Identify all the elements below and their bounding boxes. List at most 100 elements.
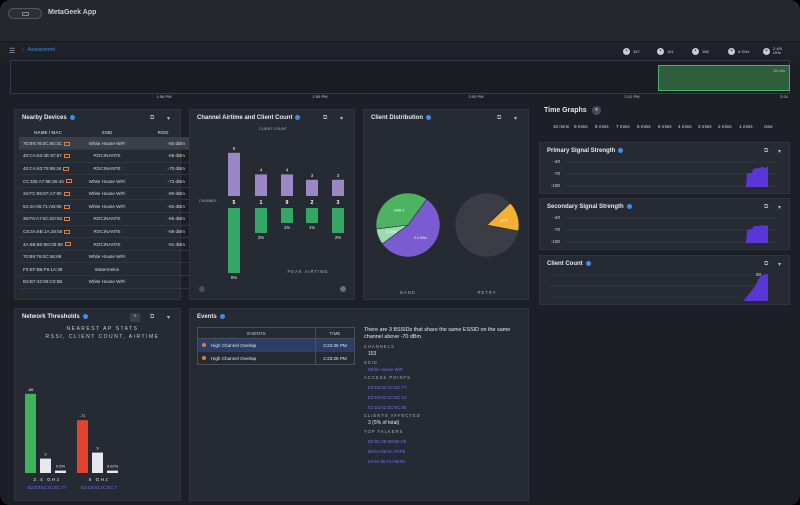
timeline-tick: 2:24: [780, 94, 788, 99]
threshold-bar: [92, 452, 103, 473]
chevron-down-icon[interactable]: ▾: [778, 205, 782, 211]
ap-link[interactable]: E2:D3:62:2C:EC:7: [81, 485, 118, 490]
device-ssid: White House WiFi: [77, 199, 137, 214]
copy-icon[interactable]: ⧉: [764, 261, 769, 267]
band-label: 2.4 GHz: [33, 477, 60, 482]
device-row[interactable]: F0:EF:B6:F9:1A:39 Watermelon: [19, 262, 189, 277]
client-area: [743, 274, 768, 301]
copy-icon[interactable]: ⧉: [150, 314, 155, 320]
stat-wifi-2[interactable]: • 161: [657, 46, 674, 56]
client-count-label: 3: [311, 173, 314, 178]
info-icon[interactable]: [618, 148, 624, 153]
ap-link[interactable]: E2:D3:62:2C:EC:05: [368, 405, 407, 410]
event-row[interactable]: High Channel Overlap 2:23:36 PM: [197, 338, 355, 352]
next-page-icon[interactable]: [340, 286, 346, 292]
airtime-label: 2%: [335, 235, 341, 240]
device-row[interactable]: 54:3A:06:71:AB:06 White House WiFi -82 dBm: [19, 199, 189, 214]
chevron-down-icon[interactable]: ▾: [514, 116, 518, 122]
chevron-down-icon[interactable]: ▾: [592, 106, 601, 115]
range-option[interactable]: 7 mins: [616, 124, 630, 129]
ap-link[interactable]: E2:D3:62:2C:EC:13: [368, 395, 407, 400]
copy-icon[interactable]: ⧉: [150, 115, 155, 121]
pie-slice: [381, 198, 441, 258]
device-mac: 4A:6B:6E:98:CB:88: [23, 241, 63, 247]
info-icon[interactable]: [426, 115, 431, 120]
sidebar-toggle-icon[interactable]: [8, 8, 42, 19]
info-icon[interactable]: [626, 204, 632, 209]
airtime-label: 2%: [258, 235, 264, 240]
device-row[interactable]: 34:FC:99:87:A7:90 White House WiFi -80 dBm: [19, 187, 189, 201]
range-option[interactable]: 1 mins: [739, 124, 753, 129]
event-message: There are 3 BSSIDs that share the same E…: [364, 327, 511, 340]
device-row[interactable]: 36:F6:A7:5C:E0:93 ROCINANTE -86 dBm: [19, 212, 189, 226]
column-header[interactable]: RSSI: [137, 128, 189, 138]
channel-label: 1: [260, 200, 263, 206]
range-option[interactable]: 6 mins: [637, 124, 651, 129]
breadcrumb[interactable]: ‹ Assessment: [22, 47, 55, 53]
range-option[interactable]: 10 mins: [553, 124, 570, 129]
chevron-down-icon[interactable]: ▾: [778, 149, 782, 155]
copy-icon[interactable]: ⧉: [764, 148, 769, 154]
device-row[interactable]: C8:3A:6B:1A:28:58 ROCINANTE -89 dBm: [19, 225, 189, 239]
timeline-scrubber[interactable]: 15 min: [10, 60, 790, 94]
axis-tick: -100: [550, 183, 560, 188]
chevron-down-icon[interactable]: ▾: [340, 116, 344, 122]
flag-icon: [63, 166, 70, 171]
device-row[interactable]: 40:CA:63:75:99:34 ROCINANTE -70 dBm: [19, 162, 189, 176]
threshold-bar: [25, 393, 36, 473]
client-count-bar: [228, 152, 240, 196]
info-icon[interactable]: [82, 314, 88, 319]
info-icon[interactable]: [219, 314, 225, 319]
talker-link[interactable]: 54:3A:06:71:AB:06: [368, 459, 405, 464]
add-button[interactable]: +: [130, 313, 140, 322]
range-option[interactable]: now: [764, 124, 773, 129]
device-ssid: White House WiFi: [77, 187, 137, 201]
panel-title-text: Nearby Devices: [22, 115, 67, 122]
chevron-down-icon[interactable]: ▾: [167, 315, 171, 321]
ssid-link[interactable]: White House WiFi: [368, 367, 404, 372]
copy-icon[interactable]: ⧉: [497, 115, 502, 121]
hamburger-icon[interactable]: ☰: [9, 48, 16, 55]
range-option[interactable]: 4 mins: [678, 124, 692, 129]
timeline-selection[interactable]: 15 min: [658, 65, 790, 91]
stat-6ghz[interactable]: +6 GHz: [728, 46, 749, 56]
info-icon[interactable]: [585, 261, 591, 266]
panel-title: Secondary Signal Strength: [547, 204, 632, 210]
column-header[interactable]: NAME / MAC: [19, 128, 77, 138]
talker-link[interactable]: B2:9C:2E:98:6E:C8: [368, 439, 407, 444]
events-table: EVENTS TIME High Channel Overlap 2:23:36…: [197, 327, 355, 365]
stat-wifi-1[interactable]: • 167: [623, 46, 640, 56]
range-option[interactable]: 9 mins: [574, 124, 588, 129]
chevron-down-icon[interactable]: ▾: [778, 262, 782, 268]
device-row[interactable]: B4:B7:42:99:C0:5B White House WiFi: [19, 275, 189, 289]
column-header[interactable]: SSID: [77, 128, 137, 138]
info-icon[interactable]: [295, 115, 301, 120]
copy-icon[interactable]: ⧉: [323, 115, 328, 121]
range-option[interactable]: 8 mins: [595, 124, 609, 129]
event-row[interactable]: High Channel Overlap 2:23:28 PM: [197, 351, 355, 365]
talker-link[interactable]: 86:EA:95:0A:79:F8: [368, 449, 406, 454]
column-header[interactable]: TIME: [315, 327, 355, 339]
threshold-value: 9: [96, 446, 99, 451]
range-option[interactable]: 3 mins: [698, 124, 712, 129]
chevron-down-icon[interactable]: ▾: [167, 116, 171, 122]
range-option[interactable]: 2 mins: [718, 124, 732, 129]
device-row[interactable]: 70:B9:76:0C:60:3C White House WiFi -60 dBm: [19, 137, 189, 151]
flag-icon: [64, 141, 71, 146]
time-graphs-title: Time Graphs: [544, 107, 587, 114]
copy-icon[interactable]: ⧉: [764, 204, 769, 210]
ap-link[interactable]: E2:D3:62:2C:EC:77: [28, 485, 67, 490]
ap-link[interactable]: E2:D3:62:2C:EC:77: [368, 385, 407, 390]
device-row[interactable]: 70:B9:76:0C:66:68 White House WiFi: [19, 250, 189, 264]
stat-2-4-5ghz[interactable]: +2.4/5 GHz: [763, 46, 785, 56]
device-row[interactable]: 40:CA:63:4E:97:87 ROCINANTE -68 dBm: [19, 149, 189, 163]
axis-tick: -40: [553, 215, 560, 220]
info-icon[interactable]: [69, 115, 75, 120]
column-header[interactable]: EVENTS: [197, 327, 316, 339]
device-mac: 40:CA:63:75:99:34: [23, 165, 62, 171]
stat-wifi-3[interactable]: • 166: [692, 46, 709, 56]
device-row[interactable]: CC:DB:A7:9E:55:44 White House WiFi -72 dBm: [19, 174, 189, 188]
range-option[interactable]: 5 mins: [658, 124, 672, 129]
device-row[interactable]: 4A:6B:6E:98:CB:88 ROCINANTE -91 dBm: [19, 237, 189, 251]
prev-page-icon[interactable]: [199, 286, 205, 292]
